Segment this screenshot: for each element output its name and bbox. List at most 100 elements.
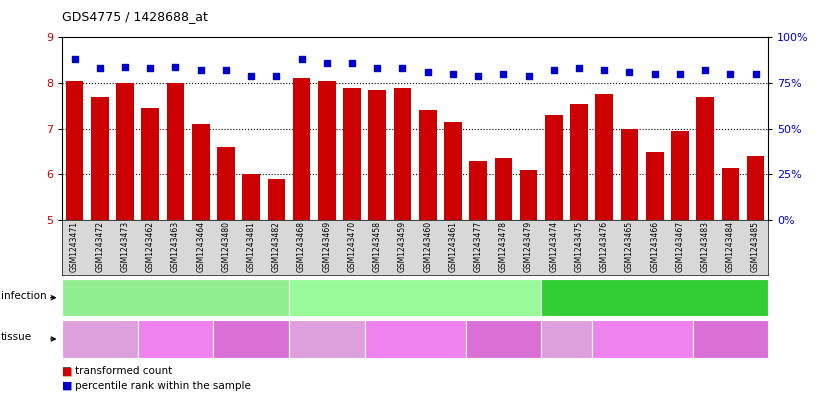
Text: GDS4775 / 1428688_at: GDS4775 / 1428688_at — [62, 10, 208, 23]
Text: GSM1243470: GSM1243470 — [348, 220, 357, 271]
Point — [68, 56, 81, 62]
Text: GSM1243466: GSM1243466 — [650, 221, 659, 272]
Point — [295, 56, 308, 62]
Bar — [419, 110, 436, 220]
Text: GSM1243485: GSM1243485 — [751, 220, 760, 271]
Point — [421, 69, 434, 75]
Bar — [167, 83, 184, 220]
Text: GSM1243483: GSM1243483 — [700, 220, 710, 271]
Point — [623, 69, 636, 75]
Bar — [318, 81, 335, 220]
Text: GSM1243472: GSM1243472 — [95, 221, 104, 272]
Text: GSM1243464: GSM1243464 — [196, 220, 205, 271]
Text: GSM1243480: GSM1243480 — [221, 220, 230, 271]
Text: GSM1243479: GSM1243479 — [524, 221, 533, 272]
Text: GSM1243468: GSM1243468 — [297, 220, 306, 271]
Bar — [596, 94, 613, 220]
Bar — [343, 88, 361, 220]
Text: ■: ■ — [62, 381, 73, 391]
Point — [244, 73, 258, 79]
Text: ■ percentile rank within the sample: ■ percentile rank within the sample — [62, 381, 251, 391]
Bar — [116, 83, 134, 220]
Text: GSM1243485: GSM1243485 — [751, 221, 760, 272]
Bar — [242, 174, 260, 220]
Bar — [646, 152, 663, 220]
Point — [144, 65, 157, 72]
Point — [320, 60, 334, 66]
Text: GSM1243476: GSM1243476 — [600, 221, 609, 272]
Point — [396, 65, 409, 72]
Text: GSM1243459: GSM1243459 — [398, 220, 407, 271]
Bar — [368, 90, 386, 220]
Bar — [747, 156, 764, 220]
Point — [472, 73, 485, 79]
Point — [270, 73, 283, 79]
Bar — [722, 167, 739, 220]
Text: GSM1243458: GSM1243458 — [373, 221, 382, 272]
Point — [93, 65, 107, 72]
Text: GSM1243484: GSM1243484 — [726, 220, 735, 271]
Text: GSM1243471: GSM1243471 — [70, 220, 79, 271]
Bar — [217, 147, 235, 220]
Text: GSM1243472: GSM1243472 — [95, 220, 104, 271]
Text: GSM1243467: GSM1243467 — [676, 221, 685, 272]
Bar — [469, 161, 487, 220]
Point — [673, 71, 686, 77]
Text: GSM1243474: GSM1243474 — [549, 220, 558, 271]
Text: GSM1243483: GSM1243483 — [700, 221, 710, 272]
Point — [345, 60, 358, 66]
Text: GSM1243460: GSM1243460 — [423, 221, 432, 272]
Text: GSM1243463: GSM1243463 — [171, 220, 180, 271]
Point — [522, 73, 535, 79]
Text: GSM1243461: GSM1243461 — [449, 220, 458, 271]
Point — [371, 65, 384, 72]
Text: infection: infection — [1, 291, 46, 301]
Point — [496, 71, 510, 77]
Text: GSM1243468: GSM1243468 — [297, 221, 306, 272]
Text: ■ transformed count: ■ transformed count — [62, 366, 172, 376]
Text: GSM1243474: GSM1243474 — [549, 221, 558, 272]
Bar — [620, 129, 638, 220]
Text: GSM1243482: GSM1243482 — [272, 220, 281, 271]
Text: tissue: tissue — [1, 332, 32, 342]
Bar — [62, 220, 768, 273]
Point — [598, 67, 611, 73]
Bar — [444, 122, 462, 220]
Bar — [495, 158, 512, 220]
Text: GSM1243467: GSM1243467 — [676, 220, 685, 271]
Text: GSM1243478: GSM1243478 — [499, 220, 508, 271]
Text: GSM1243469: GSM1243469 — [322, 221, 331, 272]
Text: GSM1243473: GSM1243473 — [121, 221, 130, 272]
Bar — [66, 81, 83, 220]
Point — [219, 67, 232, 73]
Bar — [671, 131, 689, 220]
Point — [749, 71, 762, 77]
Text: GSM1243465: GSM1243465 — [625, 221, 634, 272]
Text: GSM1243461: GSM1243461 — [449, 221, 458, 272]
Text: GSM1243477: GSM1243477 — [473, 220, 482, 271]
Point — [446, 71, 459, 77]
Point — [169, 63, 182, 70]
Text: GSM1243462: GSM1243462 — [145, 220, 154, 271]
Text: GSM1243463: GSM1243463 — [171, 221, 180, 272]
Point — [118, 63, 131, 70]
Bar — [570, 104, 588, 220]
Text: GSM1243460: GSM1243460 — [423, 220, 432, 271]
Point — [194, 67, 207, 73]
Text: GSM1243469: GSM1243469 — [322, 220, 331, 271]
Text: GSM1243473: GSM1243473 — [121, 220, 130, 271]
Bar — [520, 170, 538, 220]
Text: GSM1243480: GSM1243480 — [221, 221, 230, 272]
Text: GSM1243475: GSM1243475 — [575, 221, 583, 272]
Point — [547, 67, 560, 73]
Text: GSM1243476: GSM1243476 — [600, 220, 609, 271]
Text: GSM1243481: GSM1243481 — [247, 221, 255, 272]
Bar — [192, 124, 210, 220]
Text: GSM1243470: GSM1243470 — [348, 221, 357, 272]
Bar — [545, 115, 563, 220]
Text: GSM1243478: GSM1243478 — [499, 221, 508, 272]
Text: GSM1243462: GSM1243462 — [145, 221, 154, 272]
Bar — [268, 179, 285, 220]
Bar — [292, 79, 311, 220]
Bar — [91, 97, 108, 220]
